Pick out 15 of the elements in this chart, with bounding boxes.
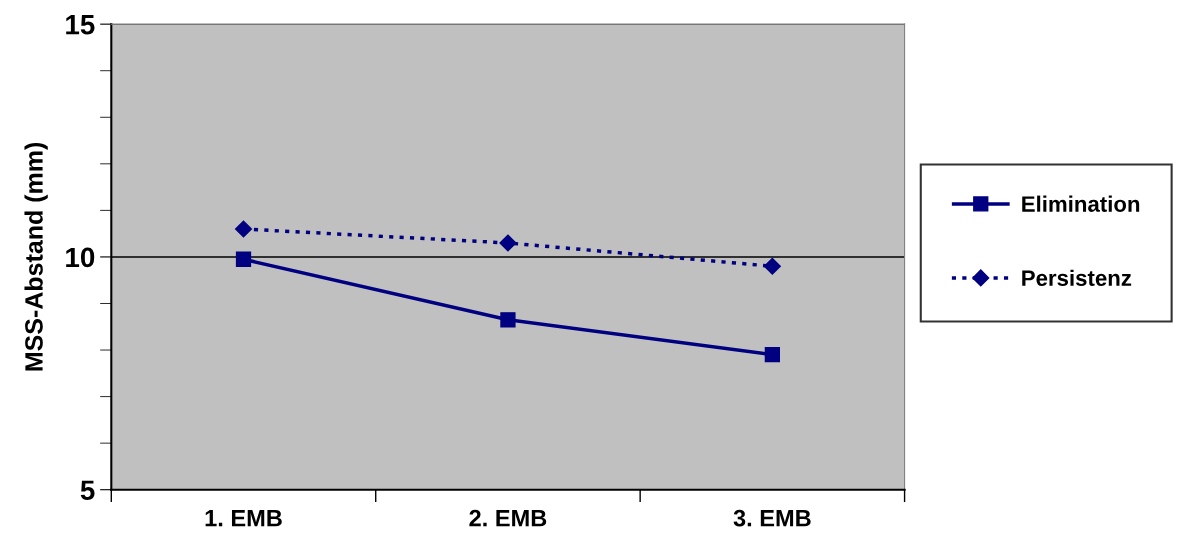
y-axis-title: MSS-Abstand (mm) [24, 142, 48, 371]
legend-label: Elimination [1022, 195, 1140, 212]
point [500, 312, 516, 328]
x-tick-label: 2. EMB [469, 509, 547, 527]
point [763, 257, 781, 275]
point [234, 220, 253, 238]
point [235, 251, 252, 267]
y-tick-label: 5 [80, 480, 95, 501]
x-tick-label: 3. EMB [733, 509, 811, 527]
point [764, 347, 781, 363]
y-tick-label: 15 [66, 15, 95, 35]
x-tick-label: 1. EMB [205, 510, 282, 527]
point [499, 234, 517, 252]
y-tick-label: 10 [66, 247, 95, 268]
legend-label: Persistenz [1022, 269, 1132, 286]
